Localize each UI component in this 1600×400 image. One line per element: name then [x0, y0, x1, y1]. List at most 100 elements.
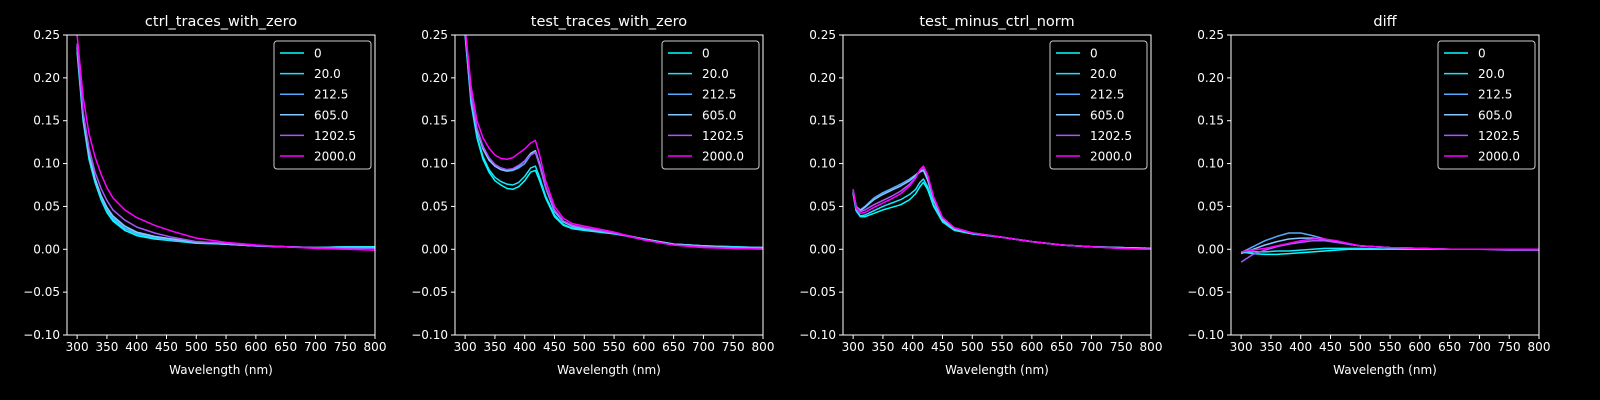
x-tick-label: 350: [871, 340, 894, 354]
legend-label-1: 0: [1090, 47, 1098, 61]
y-tick-label: −0.05: [1187, 285, 1224, 299]
x-tick-label: 650: [274, 340, 297, 354]
x-tick-label: 700: [1080, 340, 1103, 354]
x-tick-label: 300: [1230, 340, 1253, 354]
y-tick-label: −0.10: [1187, 328, 1224, 342]
chart-title: test_minus_ctrl_norm: [919, 14, 1074, 30]
y-tick-label: −0.05: [23, 285, 60, 299]
series-line-6: [852, 165, 1151, 251]
series-line-4: [464, 35, 763, 249]
x-tick-label: 650: [1050, 340, 1073, 354]
legend-label-6: 2000.0: [314, 150, 356, 164]
y-tick-label: 0.10: [421, 157, 448, 171]
x-tick-label: 550: [991, 340, 1014, 354]
x-tick-label: 450: [1319, 340, 1342, 354]
legend-label-1: 0: [314, 47, 322, 61]
x-tick-label: 750: [1498, 340, 1521, 354]
legend-label-3: 212.5: [1090, 88, 1124, 102]
y-tick-label: 0.15: [809, 114, 836, 128]
legend-label-4: 605.0: [1090, 108, 1124, 122]
x-tick-label: 400: [901, 340, 924, 354]
chart-title: test_traces_with_zero: [531, 14, 688, 30]
legend-label-3: 212.5: [1478, 88, 1512, 102]
x-tick-label: 500: [961, 340, 984, 354]
y-tick-label: −0.05: [799, 285, 836, 299]
y-tick-label: 0.10: [33, 157, 60, 171]
x-tick-label: 550: [603, 340, 626, 354]
x-tick-label: 450: [543, 340, 566, 354]
y-tick-label: 0.15: [421, 114, 448, 128]
x-tick-label: 350: [483, 340, 506, 354]
x-tick-label: 800: [364, 340, 387, 354]
y-tick-label: 0.20: [33, 71, 60, 85]
plot-frame: [842, 34, 1152, 336]
y-tick-label: 0.05: [33, 199, 60, 213]
x-tick-label: 400: [125, 340, 148, 354]
y-tick-label: −0.10: [799, 328, 836, 342]
legend-label-3: 212.5: [702, 88, 736, 102]
x-tick-label: 500: [185, 340, 208, 354]
series-line-6: [1240, 238, 1539, 253]
y-tick-label: 0.00: [809, 242, 836, 256]
x-tick-label: 700: [692, 340, 715, 354]
x-tick-label: 600: [1408, 340, 1431, 354]
chart-panel-4: 300 350 400 450 500 550 600 650 700 750 800 −0.10 −0…: [1187, 14, 1550, 377]
legend: 0 20.0 212.5 605.0 1202.5 2000.0: [661, 40, 760, 170]
legend-label-6: 2000.0: [702, 150, 744, 164]
legend-label-2: 20.0: [702, 67, 729, 81]
legend-label-1: 0: [702, 47, 710, 61]
legend-label-5: 1202.5: [314, 129, 356, 143]
series-line-6: [465, 35, 763, 251]
x-tick-label: 600: [632, 340, 655, 354]
legend-label-5: 1202.5: [702, 129, 744, 143]
legend: 0 20.0 212.5 605.0 1202.5 2000.0: [1049, 40, 1148, 170]
x-tick-label: 800: [1528, 340, 1551, 354]
chart-panel-2: 300 350 400 450 500 550 600 650 700 750 800 −0.10 −0…: [411, 14, 774, 377]
x-tick-label: 450: [931, 340, 954, 354]
x-tick-label: 400: [1289, 340, 1312, 354]
chart-title: diff: [1373, 14, 1397, 30]
plot-frame: [66, 34, 376, 336]
y-tick-label: 0.15: [1197, 114, 1224, 128]
y-tick-label: 0.00: [1197, 242, 1224, 256]
plot-frame: [1230, 34, 1540, 336]
y-tick-label: 0.20: [1197, 71, 1224, 85]
y-tick-label: 0.25: [1197, 28, 1224, 42]
legend: 0 20.0 212.5 605.0 1202.5 2000.0: [273, 40, 372, 170]
x-tick-label: 350: [1259, 340, 1282, 354]
x-tick-label: 500: [1349, 340, 1372, 354]
legend-label-5: 1202.5: [1478, 129, 1520, 143]
x-tick-label: 350: [95, 340, 118, 354]
legend-label-6: 2000.0: [1090, 150, 1132, 164]
x-tick-label: 450: [155, 340, 178, 354]
x-tick-label: 500: [573, 340, 596, 354]
plot-frame: [454, 34, 764, 336]
x-tick-label: 300: [454, 340, 477, 354]
x-tick-label: 400: [513, 340, 536, 354]
y-tick-label: 0.10: [1197, 157, 1224, 171]
x-tick-label: 750: [722, 340, 745, 354]
x-tick-label: 550: [1379, 340, 1402, 354]
legend-label-2: 20.0: [1090, 67, 1117, 81]
x-tick-label: 750: [1110, 340, 1133, 354]
y-tick-label: −0.05: [411, 285, 448, 299]
y-tick-label: 0.20: [809, 71, 836, 85]
y-tick-label: 0.05: [421, 199, 448, 213]
legend-label-4: 605.0: [314, 108, 348, 122]
chart-title: ctrl_traces_with_zero: [145, 14, 297, 30]
series-group: [1240, 232, 1539, 263]
legend-label-5: 1202.5: [1090, 129, 1132, 143]
x-tick-label: 300: [842, 340, 865, 354]
x-axis-label: Wavelength (nm): [169, 363, 273, 377]
x-tick-label: 600: [244, 340, 267, 354]
x-tick-label: 550: [215, 340, 238, 354]
legend-label-2: 20.0: [1478, 67, 1505, 81]
y-tick-label: 0.15: [33, 114, 60, 128]
x-axis-label: Wavelength (nm): [1333, 363, 1437, 377]
y-tick-label: −0.10: [23, 328, 60, 342]
legend-label-2: 20.0: [314, 67, 341, 81]
y-tick-label: 0.00: [421, 242, 448, 256]
legend-label-3: 212.5: [314, 88, 348, 102]
